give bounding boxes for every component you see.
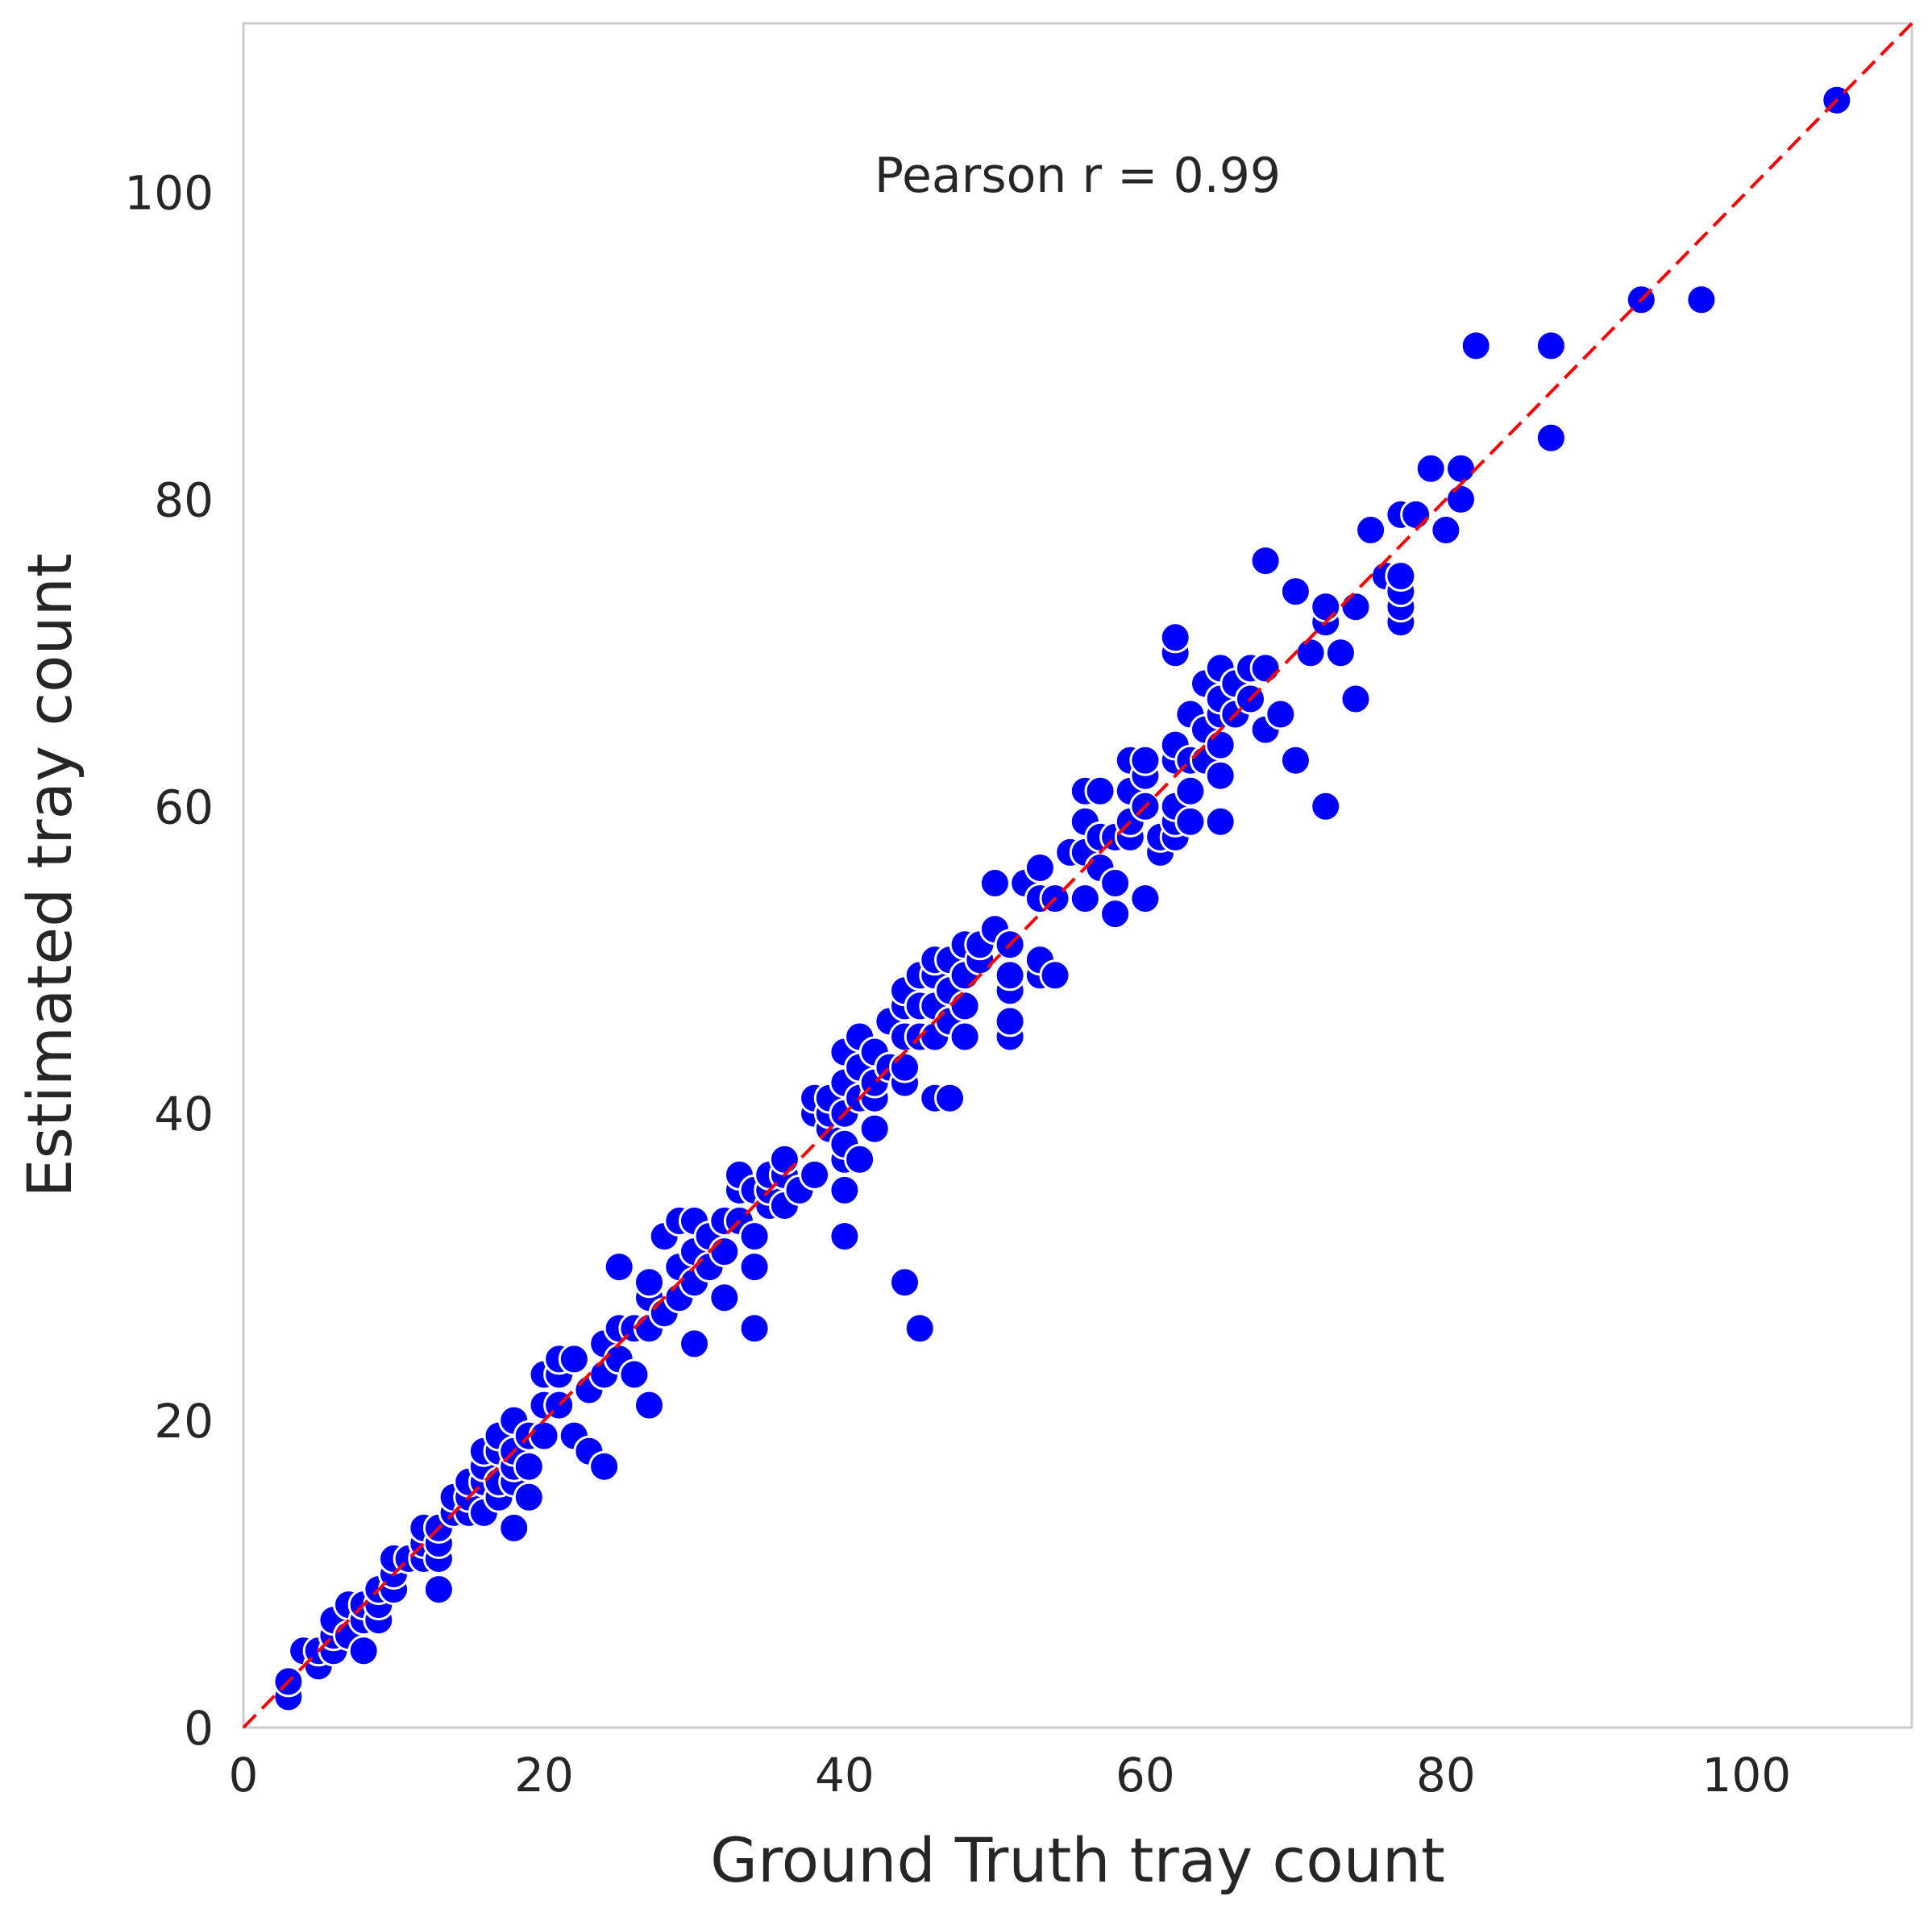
x-tick-label: 60 — [1116, 1748, 1175, 1803]
data-point — [738, 1220, 771, 1253]
data-point — [1084, 775, 1116, 807]
data-point — [889, 1266, 920, 1299]
data-point — [934, 1082, 966, 1114]
data-point — [1430, 514, 1462, 546]
data-point — [634, 1389, 665, 1421]
data-point — [768, 1143, 800, 1175]
data-point — [513, 1450, 545, 1482]
data-point — [1174, 805, 1207, 838]
data-point — [528, 1420, 560, 1452]
data-point — [1400, 498, 1432, 530]
y-tick-label: 60 — [154, 780, 214, 834]
data-point — [738, 1251, 771, 1283]
y-tick-label: 100 — [124, 165, 214, 220]
y-tick-label: 80 — [154, 472, 214, 527]
y-tick-label: 20 — [154, 1394, 214, 1449]
data-point — [708, 1236, 741, 1268]
data-point — [1445, 483, 1477, 515]
data-point — [978, 867, 1011, 899]
data-point — [829, 1174, 861, 1206]
data-point — [889, 1051, 920, 1083]
data-point — [1099, 898, 1132, 930]
data-point — [1685, 284, 1718, 316]
data-point — [1279, 744, 1311, 776]
data-point — [1099, 867, 1132, 899]
data-point — [738, 1312, 771, 1345]
data-point — [949, 1021, 981, 1053]
x-tick-label: 0 — [229, 1748, 259, 1803]
x-tick-label: 20 — [514, 1748, 574, 1803]
data-point — [1249, 652, 1282, 684]
data-point — [1535, 422, 1567, 454]
data-point — [618, 1358, 650, 1391]
data-point — [1340, 591, 1372, 623]
x-axis-label: Ground Truth tray count — [710, 1824, 1445, 1896]
data-point — [829, 1220, 861, 1253]
data-point — [1324, 637, 1357, 669]
y-tick-label: 0 — [184, 1701, 214, 1756]
data-point — [603, 1251, 635, 1283]
data-point — [858, 1112, 891, 1145]
data-point — [1204, 759, 1236, 792]
data-point — [1535, 330, 1567, 362]
x-tick-label: 100 — [1702, 1748, 1792, 1803]
data-point — [513, 1481, 545, 1513]
y-tick-label: 40 — [154, 1087, 214, 1141]
data-point — [1174, 775, 1207, 807]
data-point — [1024, 852, 1056, 884]
data-point — [634, 1266, 665, 1299]
x-tick-label: 40 — [815, 1748, 875, 1803]
data-point — [588, 1450, 621, 1482]
data-point — [1249, 545, 1282, 577]
data-point — [1294, 637, 1327, 669]
data-point — [1340, 683, 1372, 715]
data-point — [558, 1343, 590, 1375]
data-point — [708, 1282, 741, 1314]
data-point — [799, 1158, 831, 1191]
data-point — [1069, 883, 1101, 915]
data-point — [904, 1312, 936, 1345]
data-point — [1279, 576, 1311, 608]
pearson-annotation: Pearson r = 0.99 — [875, 148, 1281, 204]
data-point — [498, 1512, 530, 1544]
data-point — [1159, 622, 1191, 654]
data-point — [994, 1005, 1026, 1038]
data-point — [994, 959, 1026, 992]
data-point — [1415, 452, 1447, 484]
x-tick-label: 80 — [1416, 1748, 1476, 1803]
data-point — [1204, 805, 1236, 838]
x-tick-labels: 0 20 40 60 80 100 — [229, 1748, 1792, 1803]
data-point — [1355, 514, 1387, 546]
data-point — [1204, 729, 1236, 761]
data-point — [1265, 698, 1297, 730]
data-point — [1445, 452, 1477, 484]
data-point — [1310, 790, 1342, 822]
y-tick-labels: 0 20 40 60 80 100 — [124, 165, 214, 1756]
data-point — [949, 990, 981, 1022]
data-point — [1039, 959, 1071, 992]
data-point — [1460, 330, 1492, 362]
data-point — [1129, 883, 1161, 915]
data-point — [1129, 744, 1161, 776]
data-point — [679, 1328, 710, 1360]
data-point — [1385, 560, 1417, 593]
data-point — [422, 1574, 455, 1606]
data-point — [1310, 591, 1342, 623]
y-axis-label: Estimated tray count — [14, 553, 85, 1197]
data-point — [347, 1635, 380, 1667]
data-point — [844, 1143, 876, 1175]
